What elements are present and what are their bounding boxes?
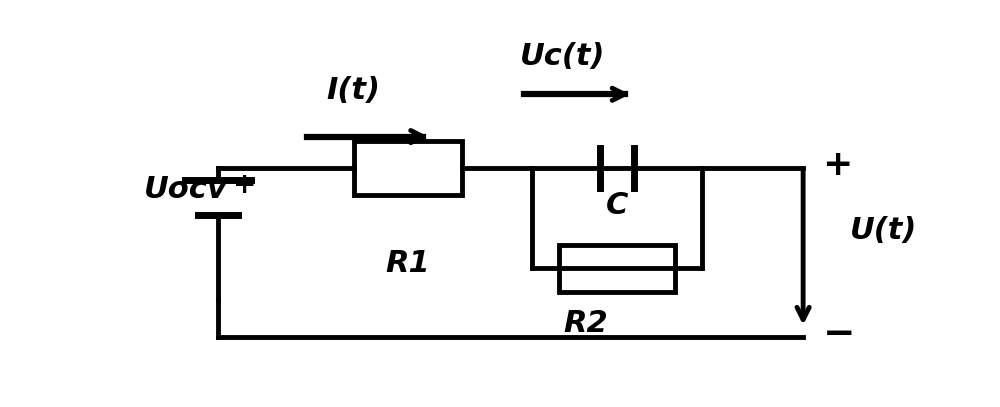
Text: +: +	[233, 171, 257, 199]
Bar	[559, 245, 675, 292]
Text: I(t): I(t)	[327, 76, 381, 105]
Text: −: −	[822, 315, 855, 353]
Text: Uocv: Uocv	[144, 175, 228, 204]
Text: Uc(t): Uc(t)	[520, 42, 606, 71]
Text: R2: R2	[564, 309, 608, 338]
Bar	[354, 141, 462, 195]
Text: R1: R1	[386, 249, 430, 278]
Text: +: +	[822, 148, 853, 182]
Text: U(t): U(t)	[850, 216, 917, 245]
Text: C: C	[606, 191, 628, 220]
